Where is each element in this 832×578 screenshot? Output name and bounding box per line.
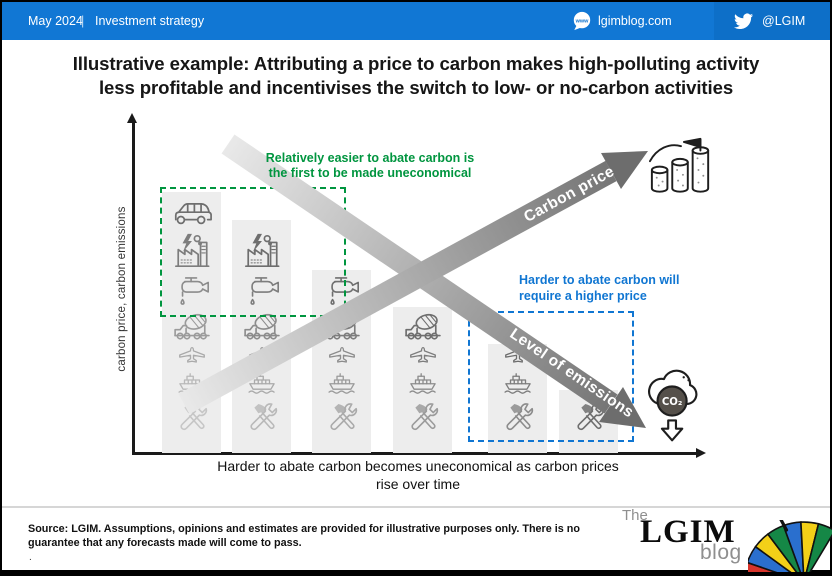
plane-icon: [176, 346, 208, 364]
header-right-segment: [714, 2, 830, 40]
plane-icon: [246, 346, 278, 364]
co2-text: CO₂: [662, 397, 683, 408]
easy-abate-callout: Relatively easier to abate carbon is the…: [265, 151, 475, 180]
hard-abate-callout: Harder to abate carbon will require a hi…: [519, 273, 680, 303]
tools-icon: [244, 399, 280, 437]
twitter-bird-icon: [733, 11, 754, 37]
ship-icon: [177, 365, 207, 395]
header-category: Investment strategy: [95, 14, 205, 28]
carbon-price-stacks-icon: [648, 137, 714, 199]
blog-url-link[interactable]: lgimblog.com: [598, 14, 672, 28]
y-axis-arrowhead: [127, 113, 137, 123]
x-axis-caption: Harder to abate carbon becomes uneconomi…: [217, 458, 619, 492]
co2-cloud-down-icon: CO₂: [644, 359, 706, 445]
cement-mixer-icon: [402, 310, 444, 342]
header-divider: |: [81, 14, 85, 28]
www-globe-icon: www: [572, 11, 592, 36]
svg-text:www: www: [575, 18, 589, 24]
y-axis-label: carbon price, carbon emissions: [116, 206, 128, 372]
chart-area: carbon price, carbon emissions: [2, 2, 830, 570]
tools-icon: [405, 399, 441, 437]
umbrella-logo-icon: [743, 514, 832, 578]
footer-bar: [2, 506, 830, 570]
header-bar: May 2024 | Investment strategy www lgimb…: [2, 2, 830, 40]
stray-dot: .: [29, 552, 32, 563]
ship-icon: [408, 365, 438, 395]
y-axis-line: [132, 122, 135, 454]
ship-icon: [327, 365, 357, 395]
source-disclaimer: Source: LGIM. Assumptions, opinions and …: [28, 523, 580, 549]
header-date: May 2024: [28, 14, 83, 28]
page-title: Illustrative example: Attributing a pric…: [72, 53, 760, 98]
tools-icon: [174, 399, 210, 437]
plane-icon: [407, 346, 439, 364]
logo-blog: blog: [700, 541, 742, 564]
carbon-price-label: Carbon price: [521, 163, 617, 226]
easy-abate-dashed-box: [160, 187, 346, 317]
plane-icon: [326, 346, 358, 364]
x-axis-arrowhead: [696, 447, 706, 458]
tools-icon: [324, 399, 360, 437]
logo-the: The: [622, 507, 648, 524]
logo-lgim: LGIM: [640, 514, 736, 550]
twitter-handle-link[interactable]: @LGIM: [762, 14, 806, 28]
ship-icon: [247, 365, 277, 395]
hard-abate-dashed-box: [468, 311, 634, 442]
x-axis-line: [132, 452, 698, 455]
